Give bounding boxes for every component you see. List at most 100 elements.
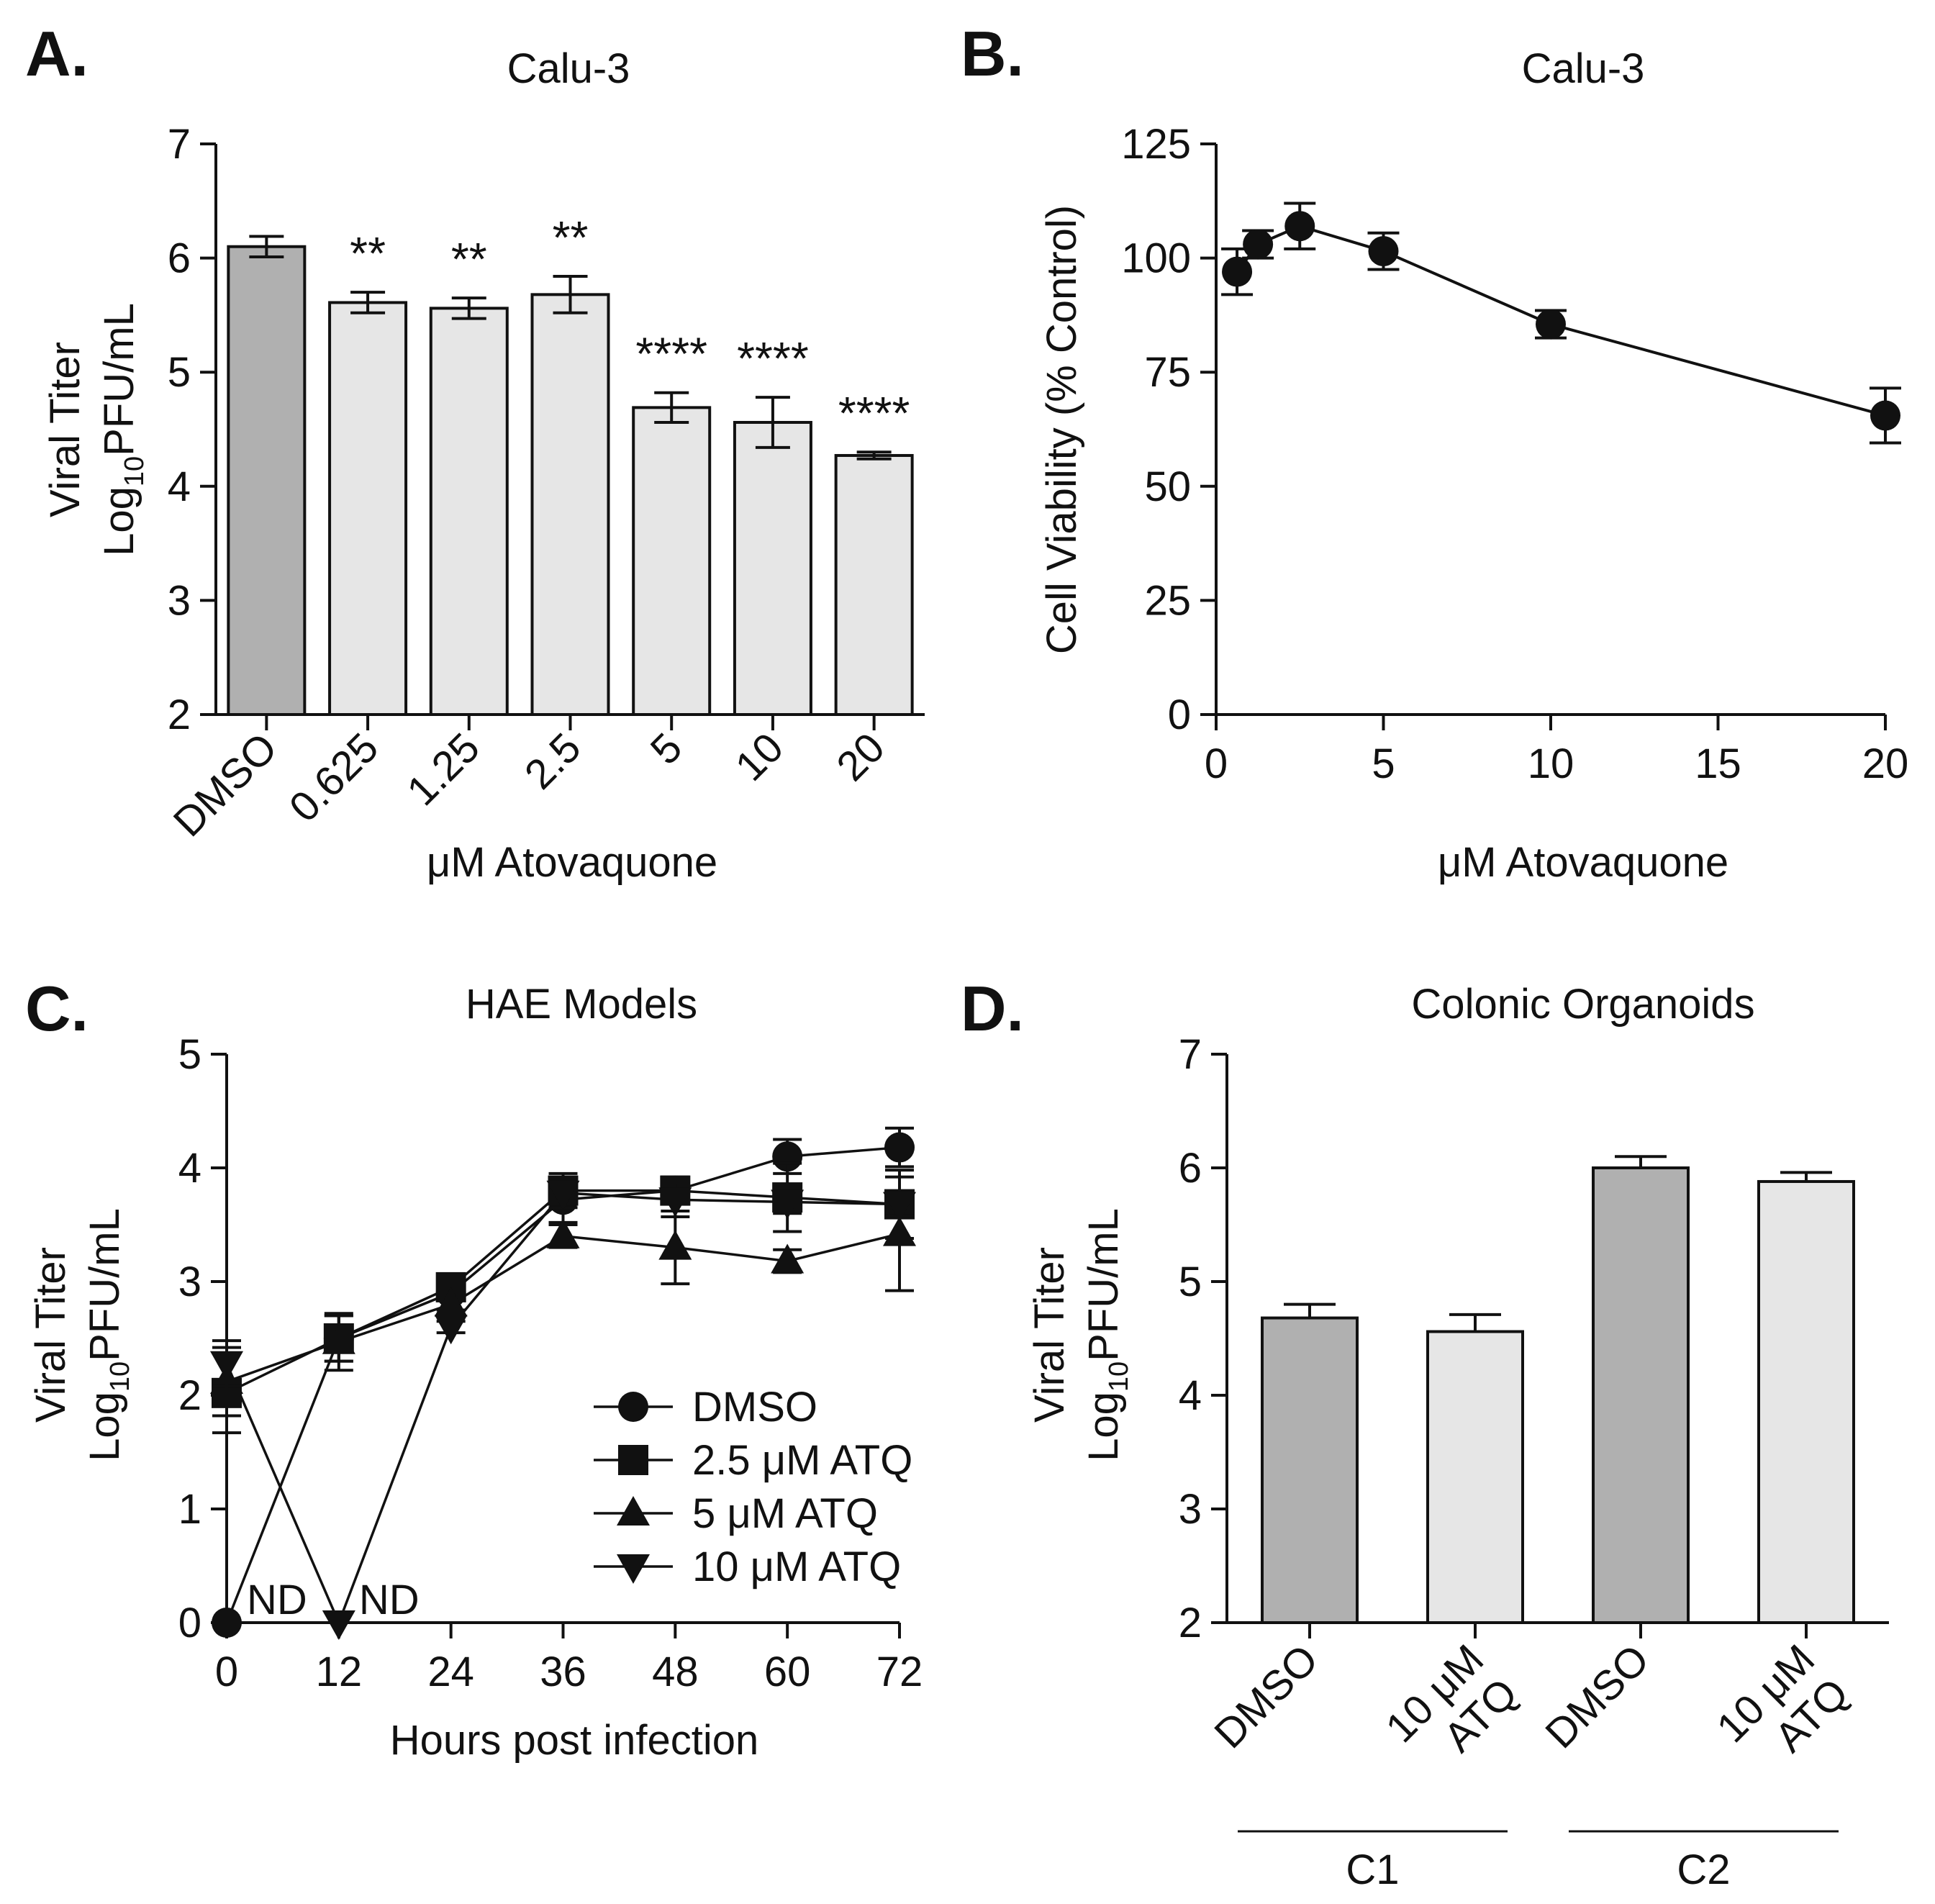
panel-d-y-tick-label: 6	[1179, 1145, 1202, 1192]
viability-point	[1222, 256, 1253, 287]
panel-c: C. HAE Models Viral Titer Log10PFU/mL 0 1…	[25, 973, 923, 1764]
series-0-point	[884, 1132, 915, 1163]
group-label: C2	[1677, 1846, 1730, 1893]
panel-c-y-tick-label: 2	[178, 1372, 201, 1419]
panel-c-x-tick-label: 36	[540, 1649, 586, 1695]
panel-a-title: Calu-3	[507, 45, 630, 92]
x-category-label: DMSO	[1205, 1636, 1327, 1757]
series-line-2	[226, 1232, 900, 1383]
significance-label: **	[553, 212, 589, 263]
bar	[733, 420, 812, 716]
panel-c-ylabel-line1: Viral Titer	[27, 1247, 74, 1423]
bar	[1592, 1166, 1690, 1624]
panel-b-x-tick-label: 20	[1862, 740, 1909, 787]
legend-marker	[617, 1554, 650, 1584]
significance-label: ****	[737, 332, 809, 384]
panel-b-plot	[1221, 201, 1901, 445]
bar	[227, 245, 307, 716]
panel-c-ylabel-line2: Log10PFU/mL	[81, 1208, 135, 1461]
panel-a-y-tick-label: 3	[168, 577, 191, 624]
x-category-label: 10	[727, 724, 793, 790]
panel-a: A. Calu-3 Viral Titer Log10PFU/mL 2 3 4 5 6 7…	[25, 18, 925, 886]
panel-c-y-tick-label: 3	[178, 1259, 201, 1305]
bar	[632, 406, 712, 717]
panel-b: B. Calu-3 Cell Viability (% Control) 0 25…	[961, 18, 1908, 886]
panel-d-bars	[1261, 1155, 1855, 1625]
series-3-point	[546, 1180, 580, 1210]
panel-c-y-tick-label: 4	[178, 1145, 201, 1192]
panel-b-y-tick-label: 75	[1144, 349, 1191, 396]
panel-c-x-tick-label: 60	[764, 1649, 811, 1695]
series-3-point	[883, 1192, 916, 1222]
panel-c-y-tick-label: 0	[178, 1600, 201, 1646]
panel-a-y-tick-label: 7	[168, 121, 191, 168]
panel-b-xlabel: μM Atovaquone	[1438, 839, 1728, 886]
panel-c-x-tick-label: 12	[316, 1649, 363, 1695]
panel-c-x-tick-label: 48	[652, 1649, 699, 1695]
panel-a-ylabel-line2: Log10PFU/mL	[96, 303, 150, 556]
nd-annotation: ND	[359, 1577, 420, 1623]
significance-label: **	[350, 227, 386, 279]
x-category-label: 20	[828, 724, 894, 790]
x-category-label: 2.5	[516, 724, 590, 798]
x-category-label: 0.625	[281, 724, 388, 831]
panel-b-y-axis: 0 25 50 75 100 125	[1121, 121, 1216, 738]
series-2-point	[434, 1287, 468, 1317]
panel-b-x-tick-label: 5	[1372, 740, 1395, 787]
panel-a-y-tick-label: 4	[168, 463, 191, 510]
panel-b-ylabel: Cell Viability (% Control)	[1038, 205, 1085, 654]
panel-b-x-tick-label: 0	[1205, 740, 1228, 787]
panel-c-y-tick-label: 5	[178, 1031, 201, 1078]
panel-d: D. Colonic Organoids Viral Titer Log10PF…	[961, 973, 1889, 1893]
panel-d-y-tick-label: 3	[1179, 1486, 1202, 1533]
significance-label: ****	[635, 328, 707, 380]
panel-c-y-axis: 0 1 2 3 4 5	[178, 1031, 227, 1646]
viability-point	[1536, 309, 1566, 340]
panel-d-ylabel-line2: Log10PFU/mL	[1080, 1208, 1134, 1461]
series-2-point	[771, 1243, 805, 1274]
x-category-label: 1.25	[398, 724, 489, 815]
panel-b-y-tick-label: 50	[1144, 463, 1191, 510]
x-category-label: 5	[642, 724, 692, 774]
series-2-point	[658, 1230, 692, 1260]
panel-d-groups: C1 C2	[1238, 1830, 1839, 1893]
viability-point	[1243, 229, 1274, 260]
series-2-point	[883, 1216, 916, 1246]
panel-d-y-tick-label: 2	[1179, 1600, 1202, 1646]
viability-point	[1284, 211, 1315, 242]
panel-d-title: Colonic Organoids	[1411, 981, 1754, 1028]
bar	[530, 293, 610, 716]
panel-c-letter: C.	[25, 973, 89, 1044]
series-2-point	[322, 1324, 355, 1354]
legend-marker	[618, 1445, 648, 1475]
panel-b-x-axis: 0 5 10 15 20	[1205, 715, 1908, 787]
significance-label: ****	[838, 387, 910, 439]
legend-label: 10 μM ATQ	[692, 1543, 901, 1590]
panel-a-y-tick-label: 2	[168, 692, 191, 738]
legend-marker	[617, 1496, 650, 1526]
nd-annotation: ND	[247, 1577, 307, 1623]
x-category-label: DMSO	[1536, 1636, 1658, 1757]
bar	[1261, 1316, 1359, 1625]
bar	[429, 307, 509, 717]
viability-point	[1870, 400, 1900, 431]
legend-label: DMSO	[692, 1384, 817, 1431]
panel-d-y-tick-label: 7	[1179, 1031, 1202, 1078]
panel-a-letter: A.	[25, 18, 89, 89]
panel-a-xlabel: μM Atovaquone	[427, 839, 717, 886]
bar	[1757, 1179, 1855, 1624]
panel-c-x-tick-label: 0	[215, 1649, 238, 1695]
panel-a-y-axis: 2 3 4 5 6 7	[168, 121, 216, 738]
panel-a-y-tick-label: 5	[168, 349, 191, 396]
series-3-point	[771, 1189, 805, 1220]
panel-b-title: Calu-3	[1522, 45, 1645, 92]
panel-a-ylabel-line1: Viral Titer	[42, 342, 89, 517]
panel-c-legend: DMSO 2.5 μM ATQ 5 μM ATQ 10 μM ATQ	[594, 1384, 912, 1590]
panel-c-x-tick-label: 72	[876, 1649, 923, 1695]
bar	[328, 301, 408, 717]
panel-d-y-tick-label: 4	[1179, 1372, 1202, 1419]
panel-c-x-axis: 0 12 24 36 48 60 72	[215, 1623, 923, 1695]
panel-a-y-tick-label: 6	[168, 235, 191, 282]
panel-b-y-tick-label: 0	[1168, 692, 1191, 738]
